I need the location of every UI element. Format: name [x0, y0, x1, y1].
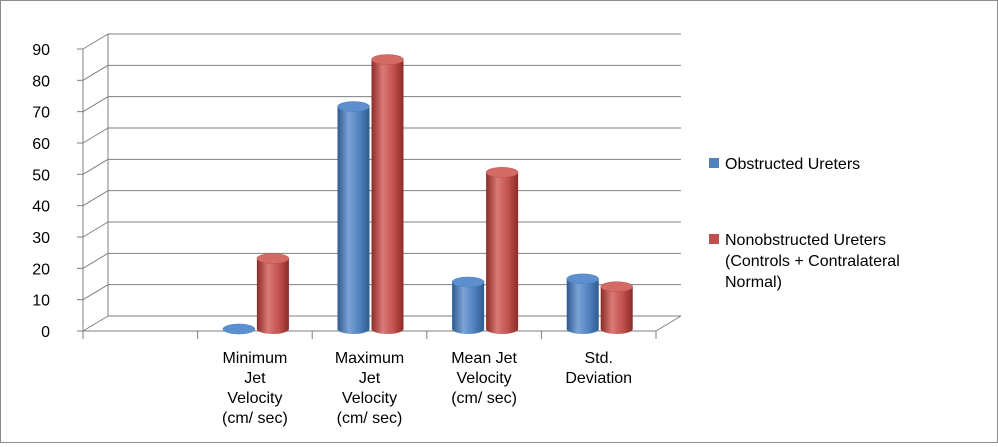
y-axis-ticks: 0 10 20 30 40 50 60 70 80 90: [32, 42, 83, 341]
gridline-side: [82, 33, 109, 50]
y-tick-label: 80: [32, 73, 50, 90]
gridline-side: [82, 252, 109, 269]
y-tick-label: 70: [32, 105, 50, 122]
x-tick-label-line: Jet: [359, 370, 381, 387]
bar: [222, 323, 256, 335]
legend-label-line: (Controls + Contralateral: [725, 253, 900, 270]
y-tick-label: 50: [32, 167, 50, 184]
x-tick-label-line: Velocity: [457, 370, 512, 387]
bar-top: [371, 54, 404, 65]
bar-top: [566, 273, 599, 285]
x-tick-label-line: Mean Jet: [451, 350, 517, 367]
y-tick-label: 20: [32, 261, 50, 278]
bar: [256, 253, 290, 334]
bar-top: [256, 253, 290, 264]
bar: [485, 167, 519, 334]
bar-top: [485, 167, 519, 178]
bar-body: [371, 59, 404, 335]
bar: [337, 101, 370, 335]
legend-item: Obstructed Ureters: [709, 156, 860, 173]
y-tick-label: 10: [32, 293, 50, 310]
gridline-side: [82, 221, 109, 238]
gridline-side: [82, 315, 109, 332]
bars: [222, 54, 633, 335]
x-tick-label: Std. Deviation: [565, 350, 632, 387]
x-tick-label-line: Velocity: [342, 390, 397, 407]
legend-item: Nonobstructed Ureters (Controls + Contral…: [709, 232, 900, 291]
legend-swatch: [709, 158, 719, 168]
legend-swatch: [709, 234, 719, 244]
gridline-side: [82, 127, 109, 144]
bar-top: [337, 101, 370, 112]
gridline-side: [82, 96, 109, 113]
bar-body: [337, 106, 370, 335]
gridline-side: [82, 284, 109, 301]
bar-body: [600, 286, 633, 334]
y-tick-label: 40: [32, 199, 50, 216]
legend-label: Obstructed Ureters: [725, 156, 860, 173]
legend-label-line: Nonobstructed Ureters: [725, 232, 886, 249]
x-tick-label-line: Velocity: [227, 390, 282, 407]
legend-label: Nonobstructed Ureters (Controls + Contral…: [725, 232, 900, 291]
gridline-side: [82, 190, 109, 207]
bar-body: [256, 258, 289, 334]
x-tick-label-line: Jet: [244, 370, 266, 387]
x-tick-label-line: (cm/ sec): [451, 390, 517, 407]
y-tick-label: 90: [32, 42, 50, 59]
bar-body: [452, 282, 485, 334]
x-tick-label: Maximum Jet Velocity (cm/ sec): [335, 350, 404, 427]
x-tick-label: Mean Jet Velocity (cm/ sec): [451, 350, 517, 407]
x-tick-label: Minimum Jet Velocity (cm/ sec): [222, 350, 288, 427]
bar-body: [486, 172, 519, 334]
bar-top: [222, 323, 256, 335]
bar: [566, 273, 599, 334]
bar-top: [451, 276, 485, 288]
legend-label-line: Obstructed Ureters: [725, 156, 860, 173]
x-tick-label-line: Maximum: [335, 350, 404, 367]
x-tick-label-line: (cm/ sec): [222, 410, 288, 427]
bar-top: [600, 281, 633, 292]
bar: [451, 276, 485, 334]
bar: [371, 54, 404, 335]
y-tick-label: 0: [41, 324, 50, 341]
legend: Obstructed Ureters Nonobstructed Ureters (…: [709, 156, 900, 291]
x-tick-label-line: Std.: [584, 350, 612, 367]
gridline-side: [82, 64, 109, 81]
legend-label-line: Normal): [725, 274, 782, 291]
y-tick-label: 30: [32, 230, 50, 247]
y-tick-label: 60: [32, 136, 50, 153]
x-tick-label-line: Minimum: [222, 350, 287, 367]
bar: [600, 281, 633, 334]
floor-right-edge: [655, 315, 682, 332]
bar-body: [566, 278, 599, 334]
x-tick-label-line: Deviation: [565, 370, 632, 387]
x-axis-labels: Minimum Jet Velocity (cm/ sec) Maximum Jet Vel…: [222, 350, 632, 427]
gridline-side: [82, 158, 109, 175]
x-tick-label-line: (cm/ sec): [337, 410, 403, 427]
